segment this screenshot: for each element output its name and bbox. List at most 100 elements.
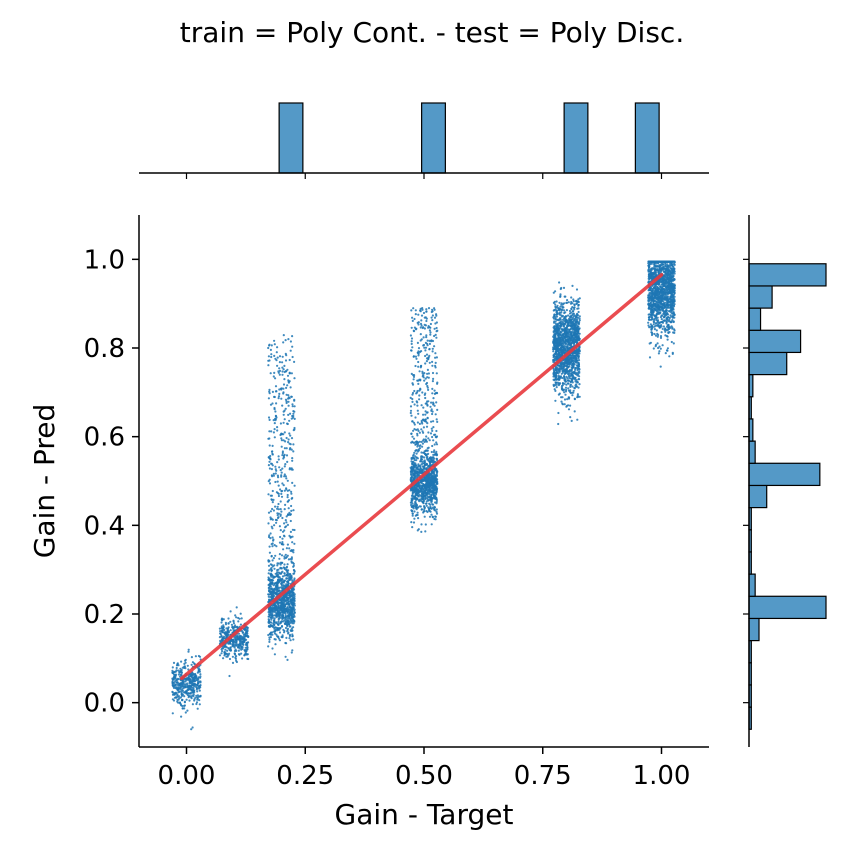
scatter-point <box>421 446 423 448</box>
scatter-point <box>274 343 276 345</box>
scatter-point <box>289 579 291 581</box>
scatter-point <box>558 345 560 347</box>
scatter-point <box>193 694 195 696</box>
scatter-point <box>290 639 292 641</box>
scatter-point <box>243 641 245 643</box>
scatter-point <box>279 361 281 363</box>
scatter-point <box>579 297 581 299</box>
scatter-point <box>424 450 426 452</box>
scatter-point <box>235 658 237 660</box>
scatter-point <box>282 543 284 545</box>
scatter-point <box>237 638 239 640</box>
scatter-point <box>553 328 555 330</box>
scatter-point <box>414 403 416 405</box>
scatter-point <box>272 464 274 466</box>
scatter-point <box>290 443 292 445</box>
scatter-point <box>570 384 572 386</box>
scatter-point <box>579 333 581 335</box>
scatter-point <box>191 664 193 666</box>
scatter-point <box>185 679 187 681</box>
scatter-point <box>244 633 246 635</box>
scatter-point <box>577 325 579 327</box>
scatter-point <box>431 413 433 415</box>
scatter-point <box>555 374 557 376</box>
scatter-point <box>287 632 289 634</box>
scatter-point <box>192 692 194 694</box>
scatter-point <box>274 621 276 623</box>
scatter-point <box>277 569 279 571</box>
scatter-point <box>176 667 178 669</box>
scatter-point <box>416 493 418 495</box>
scatter-point <box>223 629 225 631</box>
scatter-point <box>274 603 276 605</box>
scatter-point <box>284 418 286 420</box>
scatter-point <box>294 612 296 614</box>
scatter-point <box>275 385 277 387</box>
scatter-point <box>558 349 560 351</box>
scatter-point <box>287 563 289 565</box>
scatter-point <box>285 595 287 597</box>
scatter-point <box>418 468 420 470</box>
scatter-point <box>554 378 556 380</box>
scatter-point <box>242 644 244 646</box>
scatter-point <box>283 608 285 610</box>
scatter-point <box>290 558 292 560</box>
scatter-point <box>436 383 438 385</box>
scatter-point <box>273 568 275 570</box>
scatter-point <box>424 317 426 319</box>
scatter-point <box>188 686 190 688</box>
scatter-point <box>290 536 292 538</box>
scatter-point <box>435 487 437 489</box>
scatter-point <box>221 630 223 632</box>
scatter-point <box>283 606 285 608</box>
scatter-point <box>281 468 283 470</box>
scatter-point <box>293 610 295 612</box>
scatter-point <box>285 656 287 658</box>
scatter-point <box>273 396 275 398</box>
scatter-point <box>286 437 288 439</box>
scatter-point <box>560 311 562 313</box>
marginal-y-bar <box>749 463 820 485</box>
scatter-point <box>560 304 562 306</box>
scatter-point <box>410 405 412 407</box>
scatter-point <box>221 619 223 621</box>
scatter-point <box>412 455 414 457</box>
scatter-point <box>273 355 275 357</box>
scatter-point <box>271 344 273 346</box>
scatter-point <box>240 641 242 643</box>
scatter-point <box>557 334 559 336</box>
scatter-point <box>283 631 285 633</box>
scatter-point <box>290 520 292 522</box>
scatter-point <box>287 401 289 403</box>
scatter-point <box>425 438 427 440</box>
scatter-point <box>566 405 568 407</box>
scatter-point <box>274 481 276 483</box>
scatter-point <box>570 334 572 336</box>
scatter-point <box>436 409 438 411</box>
scatter-point <box>233 622 235 624</box>
scatter-point <box>428 475 430 477</box>
scatter-point <box>418 394 420 396</box>
scatter-point <box>430 476 432 478</box>
scatter-point <box>271 596 273 598</box>
scatter-point <box>281 446 283 448</box>
scatter-point <box>425 410 427 412</box>
scatter-point <box>289 620 291 622</box>
scatter-point <box>285 339 287 341</box>
scatter-point <box>434 501 436 503</box>
scatter-point <box>281 367 283 369</box>
scatter-point <box>434 509 436 511</box>
scatter-point <box>268 596 270 598</box>
scatter-point <box>171 691 173 693</box>
scatter-point <box>184 701 186 703</box>
scatter-point <box>420 505 422 507</box>
scatter-point <box>414 365 416 367</box>
scatter-point <box>288 381 290 383</box>
scatter-point <box>175 684 177 686</box>
scatter-point <box>556 386 558 388</box>
scatter-point <box>281 606 283 608</box>
scatter-point <box>421 309 423 311</box>
scatter-point <box>291 651 293 653</box>
scatter-point <box>286 659 288 661</box>
scatter-point <box>578 347 580 349</box>
